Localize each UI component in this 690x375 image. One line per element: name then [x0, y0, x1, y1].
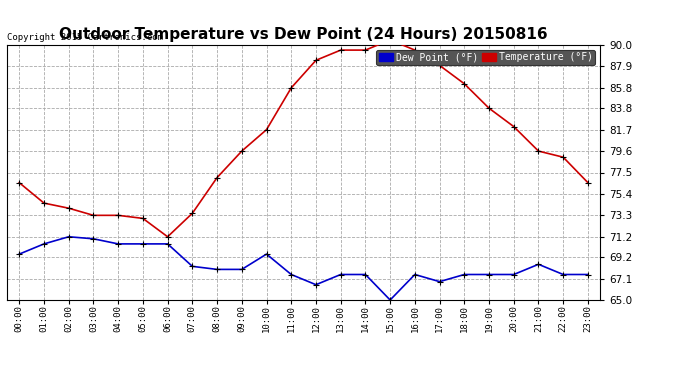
- Title: Outdoor Temperature vs Dew Point (24 Hours) 20150816: Outdoor Temperature vs Dew Point (24 Hou…: [59, 27, 548, 42]
- Legend: Dew Point (°F), Temperature (°F): Dew Point (°F), Temperature (°F): [377, 50, 595, 65]
- Text: Copyright 2015 Cartronics.com: Copyright 2015 Cartronics.com: [7, 33, 163, 42]
